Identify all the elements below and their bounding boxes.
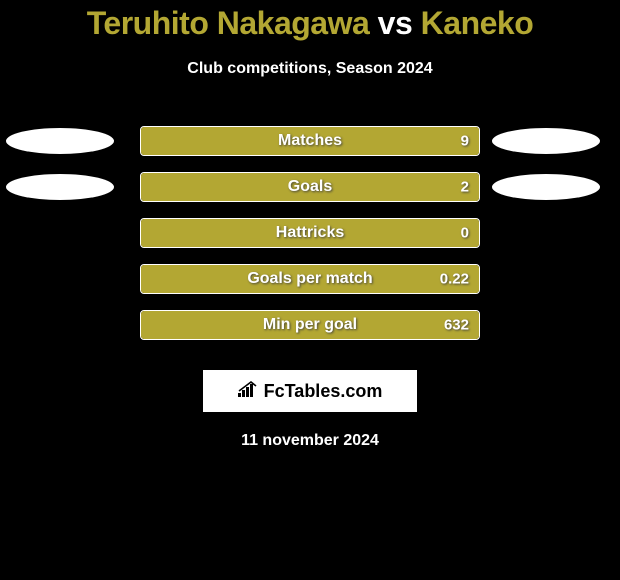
stat-row: Goals 2 <box>0 164 620 210</box>
left-ellipse <box>6 174 114 200</box>
stat-value: 0 <box>461 225 469 242</box>
main-container: Teruhito Nakagawa vs Kaneko Club competi… <box>0 0 620 450</box>
comparison-area: Matches 9 Goals 2 Hattricks 0 Goals per match 0… <box>0 118 620 348</box>
stat-value: 632 <box>444 317 469 334</box>
right-ellipse <box>492 128 600 154</box>
subtitle: Club competitions, Season 2024 <box>0 60 620 78</box>
logo: FcTables.com <box>238 381 383 402</box>
stat-label: Hattricks <box>276 224 344 242</box>
chart-icon <box>238 381 260 402</box>
stat-value: 0.22 <box>440 271 469 288</box>
page-title: Teruhito Nakagawa vs Kaneko <box>0 5 620 42</box>
logo-text: FcTables.com <box>264 381 383 402</box>
stat-row: Matches 9 <box>0 118 620 164</box>
stat-bar: Min per goal 632 <box>140 310 480 340</box>
stat-row: Min per goal 632 <box>0 302 620 348</box>
stat-label: Matches <box>278 132 342 150</box>
stat-label: Goals <box>288 178 332 196</box>
stat-label: Goals per match <box>247 270 372 288</box>
left-ellipse <box>6 128 114 154</box>
stat-bar: Hattricks 0 <box>140 218 480 248</box>
stat-bar: Matches 9 <box>140 126 480 156</box>
date-line: 11 november 2024 <box>0 432 620 450</box>
vs-text: vs <box>378 5 421 41</box>
player1-name: Teruhito Nakagawa <box>87 5 370 41</box>
stat-row: Goals per match 0.22 <box>0 256 620 302</box>
right-ellipse <box>492 174 600 200</box>
stat-value: 9 <box>461 133 469 150</box>
logo-box: FcTables.com <box>203 370 417 412</box>
stat-row: Hattricks 0 <box>0 210 620 256</box>
stat-value: 2 <box>461 179 469 196</box>
player2-name: Kaneko <box>421 5 534 41</box>
stat-bar: Goals per match 0.22 <box>140 264 480 294</box>
stat-bar: Goals 2 <box>140 172 480 202</box>
stat-label: Min per goal <box>263 316 357 334</box>
